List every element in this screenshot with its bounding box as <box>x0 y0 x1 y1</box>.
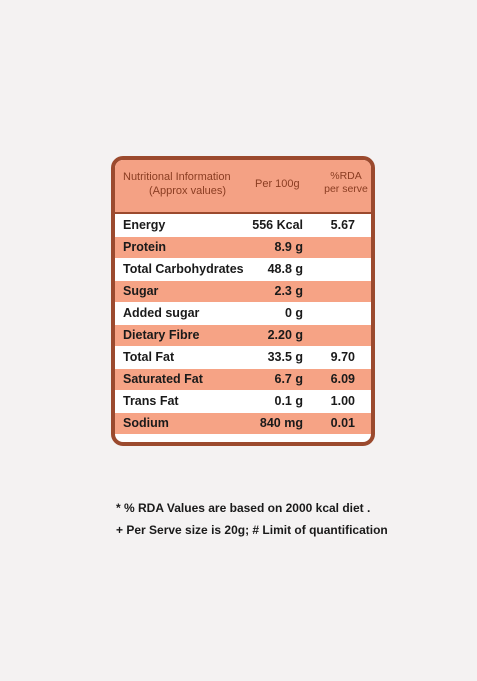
table-body: Energy 556 Kcal 5.67 Protein 8.9 g Total Carb… <box>115 214 371 442</box>
table-row: Sugar 2.3 g <box>115 280 371 302</box>
nutrient-name: Saturated Fat <box>123 372 203 386</box>
nutrient-name: Total Fat <box>123 350 175 364</box>
nutrient-name: Added sugar <box>123 306 200 320</box>
per-100g-value: 2.20 g <box>267 328 303 342</box>
per-100g-value: 6.7 g <box>274 372 304 386</box>
nutrient-name: Total Carbohydrates <box>123 262 244 276</box>
per-100g-value: 33.5 g <box>267 350 303 364</box>
rda-value: 1.00 <box>330 394 355 408</box>
rda-value: 5.67 <box>330 218 355 232</box>
per-100g-value: 0.1 g <box>274 394 304 408</box>
nutrient-name: Trans Fat <box>123 394 179 408</box>
footnotes: * % RDA Values are based on 2000 kcal di… <box>116 497 388 541</box>
nutrition-table: Nutritional Information (Approx values) … <box>111 156 375 446</box>
table-row: Sodium 840 mg 0.01 <box>115 412 371 434</box>
table-row: Total Carbohydrates 48.8 g <box>115 258 371 280</box>
table-row: Trans Fat 0.1 g 1.00 <box>115 390 371 412</box>
header-col1-line1: Nutritional Information <box>123 171 231 183</box>
per-100g-value: 8.9 g <box>274 240 304 254</box>
table-row: Total Fat 33.5 g 9.70 <box>115 346 371 368</box>
header-col3-line1: %RDA <box>330 170 362 182</box>
per-100g-value: 0 g <box>284 306 303 320</box>
table-row: Dietary Fibre 2.20 g <box>115 324 371 346</box>
rda-value: 0.01 <box>330 416 355 430</box>
nutrient-name: Energy <box>123 218 166 232</box>
per-100g-value: 2.3 g <box>274 284 304 298</box>
footnote-rda: * % RDA Values are based on 2000 kcal di… <box>116 501 371 515</box>
per-100g-value: 48.8 g <box>267 262 303 276</box>
table-row: Protein 8.9 g <box>115 236 371 258</box>
nutrient-name: Dietary Fibre <box>123 328 200 342</box>
nutrient-name: Sugar <box>123 284 159 298</box>
table-row: Added sugar 0 g <box>115 302 371 324</box>
table-row: Energy 556 Kcal 5.67 <box>115 214 371 236</box>
rda-value: 6.09 <box>330 372 355 386</box>
header-col1-line2: (Approx values) <box>149 185 227 197</box>
per-100g-value: 840 mg <box>259 416 303 430</box>
table-row: Saturated Fat 6.7 g 6.09 <box>115 368 371 390</box>
header-rda: %RDA per serve <box>321 170 371 196</box>
footnote-serve-size: + Per Serve size is 20g; # Limit of quan… <box>116 523 388 537</box>
header-per-100g: Per 100g <box>255 178 300 190</box>
rda-value: 9.70 <box>330 350 355 364</box>
header-col3-line2: per serve <box>324 183 368 195</box>
table-header: Nutritional Information (Approx values) … <box>115 160 371 214</box>
nutrient-name: Protein <box>123 240 167 254</box>
per-100g-value: 556 Kcal <box>252 218 303 232</box>
nutrient-name: Sodium <box>123 416 169 430</box>
header-nutrition-info: Nutritional Information (Approx values) <box>123 170 231 198</box>
